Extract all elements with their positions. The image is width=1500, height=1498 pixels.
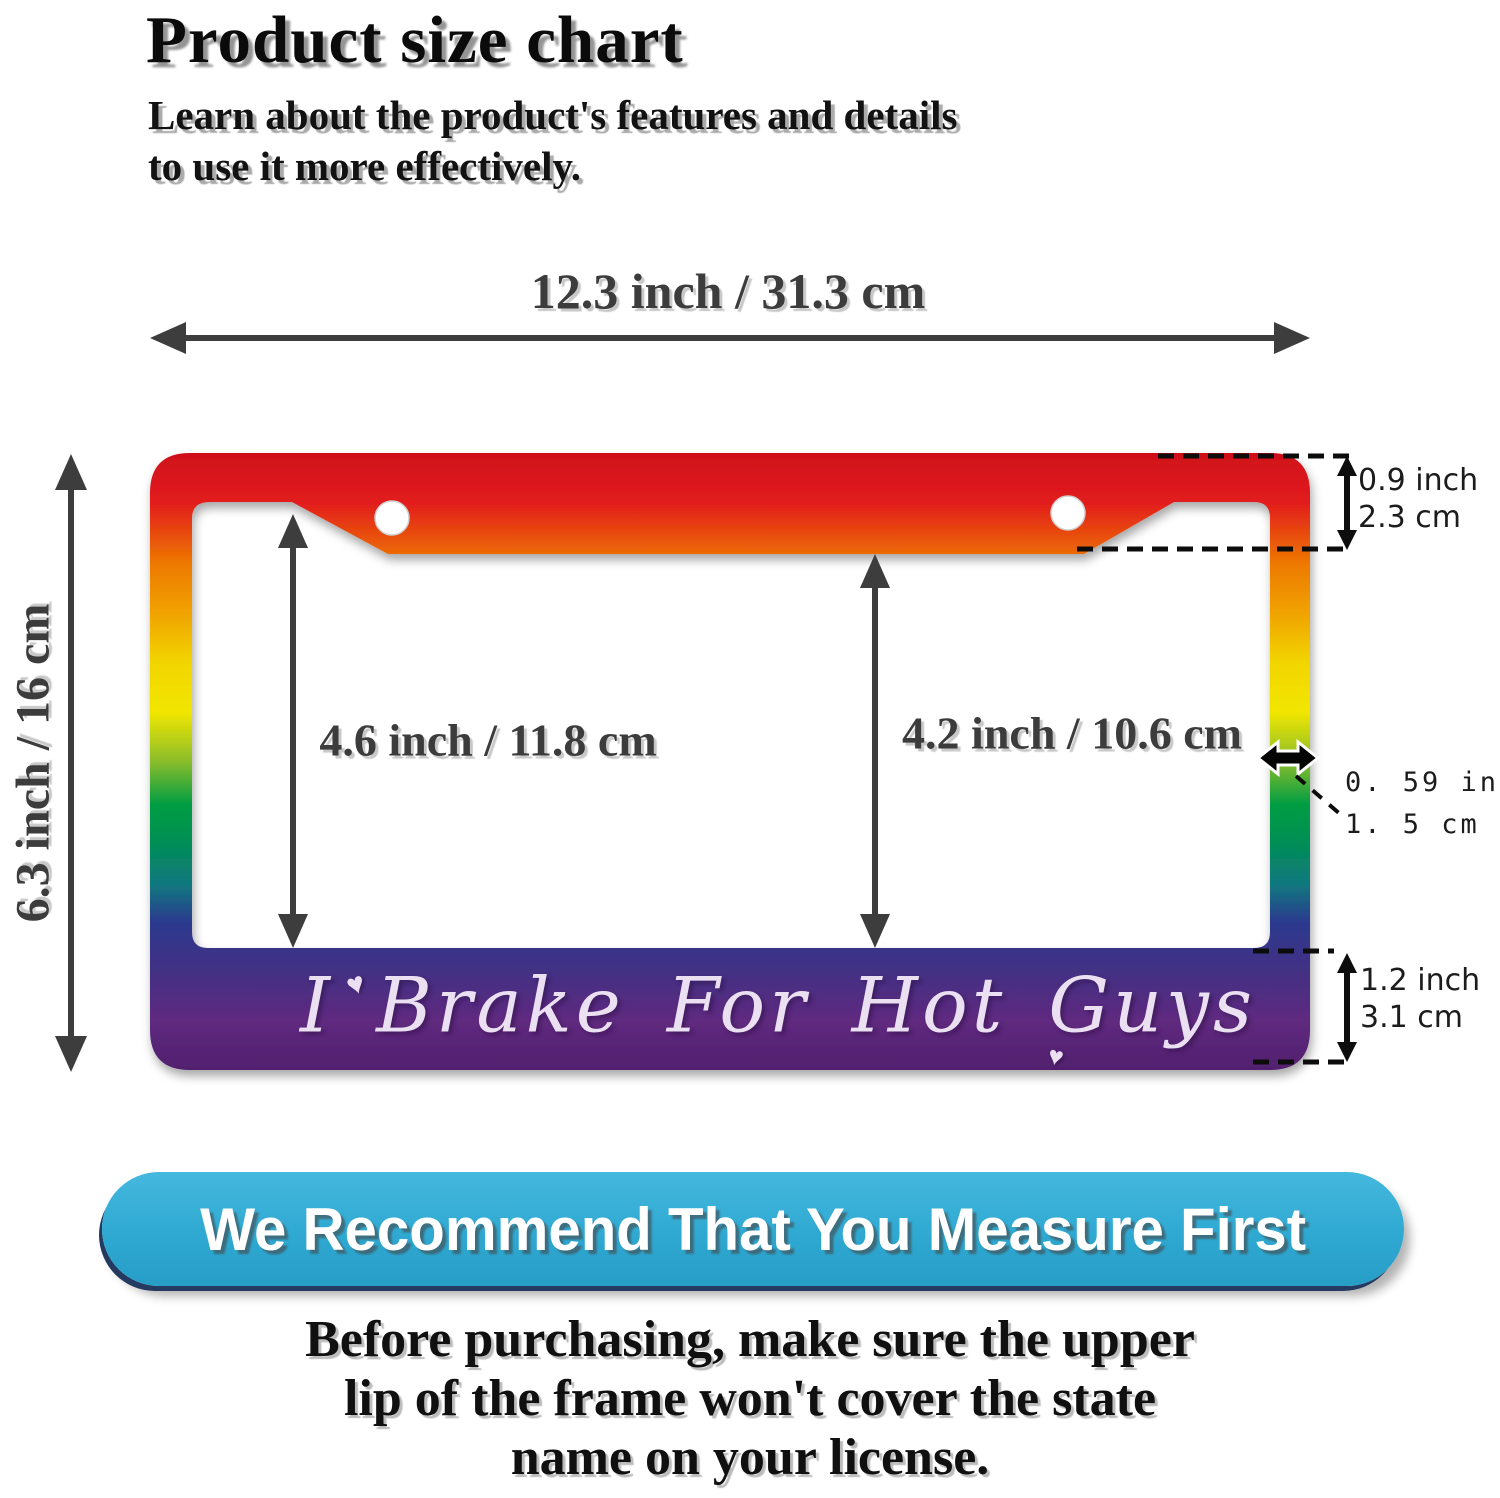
screw-hole-left xyxy=(374,500,410,536)
bottom-bar-cm: 3.1 cm xyxy=(1360,1000,1463,1035)
bottom-bar-dimension-arrow xyxy=(1253,948,1357,1065)
width-dimension-label: 12.3 inch / 31.3 cm xyxy=(530,263,926,319)
lip-dimension-label: 0.9 inch 2.3 cm xyxy=(1358,462,1478,536)
height-dimension-label: 6.3 inch / 16 cm xyxy=(6,603,60,923)
frame-slogan-text: I Brake For Hot Guys xyxy=(299,960,1257,1050)
license-plate-frame xyxy=(150,453,1310,1070)
purchase-note-line: name on your license. xyxy=(510,1429,990,1486)
subtitle-line: to use it more effectively. xyxy=(148,143,581,189)
rail-width-cm: 1. 5 cm xyxy=(1345,809,1480,840)
purchase-note: Before purchasing, make sure the upper l… xyxy=(305,1310,1195,1487)
page-subtitle: Learn about the product's features and d… xyxy=(148,90,957,192)
screw-hole-right xyxy=(1050,495,1086,531)
page-title: Product size chart xyxy=(146,3,684,77)
lip-dimension-arrow xyxy=(1077,453,1357,552)
purchase-note-line: lip of the frame won't cover the state xyxy=(343,1370,1157,1427)
bottom-bar-dimension-label: 1.2 inch 3.1 cm xyxy=(1360,962,1480,1036)
recommendation-banner: We Recommend That You Measure First xyxy=(102,1172,1404,1286)
recommendation-banner-text: We Recommend That You Measure First xyxy=(199,1195,1307,1263)
inner-right-dimension-arrow xyxy=(860,554,890,948)
rail-width-label: 0. 59 inch 1. 5 cm xyxy=(1345,762,1500,846)
purchase-note-line: Before purchasing, make sure the upper xyxy=(305,1311,1195,1368)
rail-width-arrow xyxy=(1255,738,1342,816)
subtitle-line: Learn about the product's features and d… xyxy=(148,92,958,138)
height-dimension-arrow xyxy=(55,454,87,1072)
inner-right-dimension-label: 4.2 inch / 10.6 cm xyxy=(902,707,1242,759)
inner-left-dimension-label: 4.6 inch / 11.8 cm xyxy=(319,714,657,766)
bottom-bar-inch: 1.2 inch xyxy=(1360,963,1481,998)
inner-left-dimension-arrow xyxy=(278,514,308,948)
lip-dimension-inch: 0.9 inch xyxy=(1358,463,1479,498)
lip-dimension-cm: 2.3 cm xyxy=(1358,500,1461,535)
rail-width-inch: 0. 59 inch xyxy=(1345,767,1500,798)
width-dimension-arrow xyxy=(150,322,1310,354)
